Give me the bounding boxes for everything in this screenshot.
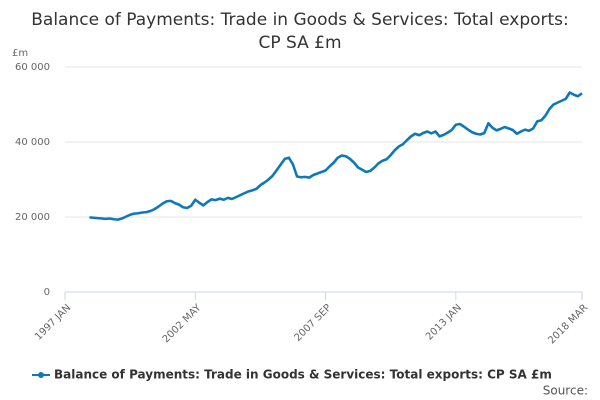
legend-marker <box>38 372 44 378</box>
legend-label: Balance of Payments: Trade in Goods & Se… <box>54 368 552 382</box>
x-tick-label: 2013 JAN <box>424 302 464 342</box>
chart-title: Balance of Payments: Trade in Goods & Se… <box>31 10 569 53</box>
y-tick-label: 40 000 <box>15 137 50 148</box>
x-tick-label: 2018 MAR <box>546 302 590 346</box>
y-tick-label: 0 <box>44 287 50 298</box>
y-axis-unit: £m <box>12 48 28 59</box>
y-tick-label: 20 000 <box>15 212 50 223</box>
source: Source: <box>543 384 588 398</box>
x-tick-label: 2002 MAY <box>161 302 204 345</box>
series-line <box>89 91 583 221</box>
x-tick-label: 2007 SEP <box>293 302 334 343</box>
x-tick-label: 1997 JAN <box>33 302 73 342</box>
y-tick-label: 60 000 <box>15 62 50 73</box>
